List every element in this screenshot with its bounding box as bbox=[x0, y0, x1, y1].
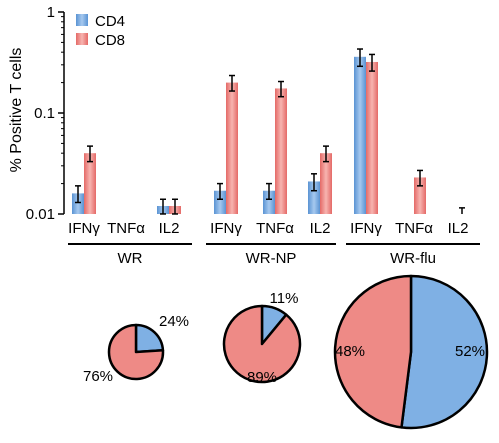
y-tick-label: 0.1 bbox=[34, 105, 55, 122]
pie-label: 48% bbox=[335, 343, 365, 360]
pie-slice-cd4 bbox=[400, 274, 489, 430]
bar-cd4 bbox=[214, 190, 226, 214]
bar-cd8 bbox=[84, 153, 96, 214]
category-label: TNFα bbox=[107, 220, 145, 237]
bar-cd8 bbox=[414, 177, 426, 214]
bar-cd4 bbox=[72, 193, 84, 214]
y-axis-label: % Positive T cells bbox=[8, 48, 25, 173]
bar-cd4 bbox=[308, 181, 320, 214]
bar-cd8 bbox=[275, 88, 287, 214]
category-labels: IFNγ TNFα IL2 IFNγ TNFα IL2 IFNγ TNFα IL2 bbox=[68, 220, 468, 237]
y-minor-ticks bbox=[61, 16, 64, 185]
pie-label: 52% bbox=[455, 343, 485, 360]
pie-charts: 24% 76% 11% 89% 52% 48% bbox=[83, 274, 489, 430]
category-label: IFNγ bbox=[210, 220, 242, 237]
pie-slice-cd8 bbox=[107, 323, 165, 381]
y-tick-label: 1 bbox=[47, 4, 55, 21]
y-ticks: 0.01 0.1 1 bbox=[26, 4, 64, 223]
bar-cd8 bbox=[366, 61, 378, 214]
bar-cd4 bbox=[263, 190, 275, 214]
category-label: IL2 bbox=[159, 220, 180, 237]
pie-slice-cd4 bbox=[134, 323, 165, 354]
pie-label: 24% bbox=[159, 313, 189, 330]
group-label: WR bbox=[118, 250, 143, 267]
category-label: TNFα bbox=[256, 220, 294, 237]
pie-slice-cd8 bbox=[333, 274, 413, 429]
bars bbox=[72, 48, 465, 215]
category-label: IL2 bbox=[448, 220, 469, 237]
category-label: IL2 bbox=[310, 220, 331, 237]
pie-label: 76% bbox=[83, 368, 113, 385]
bar-cd8 bbox=[320, 153, 332, 214]
pie-label: 89% bbox=[247, 369, 277, 386]
bar-cd8 bbox=[226, 82, 238, 214]
bar-cd4 bbox=[354, 56, 366, 214]
group-label: WR-NP bbox=[246, 250, 297, 267]
category-label: TNFα bbox=[395, 220, 433, 237]
category-label: IFNγ bbox=[350, 220, 382, 237]
legend-swatch-cd4 bbox=[76, 14, 88, 26]
legend-label-cd8: CD8 bbox=[95, 32, 125, 49]
y-tick-label: 0.01 bbox=[26, 206, 55, 223]
legend-label-cd4: CD4 bbox=[95, 13, 125, 30]
pie-label: 11% bbox=[270, 290, 299, 307]
group-label: WR-flu bbox=[390, 250, 436, 267]
group-labels: WR WR-NP WR-flu bbox=[68, 243, 480, 267]
pie-slice-cd8 bbox=[222, 304, 302, 384]
legend-swatch-cd8 bbox=[76, 33, 88, 45]
category-label: IFNγ bbox=[68, 220, 100, 237]
